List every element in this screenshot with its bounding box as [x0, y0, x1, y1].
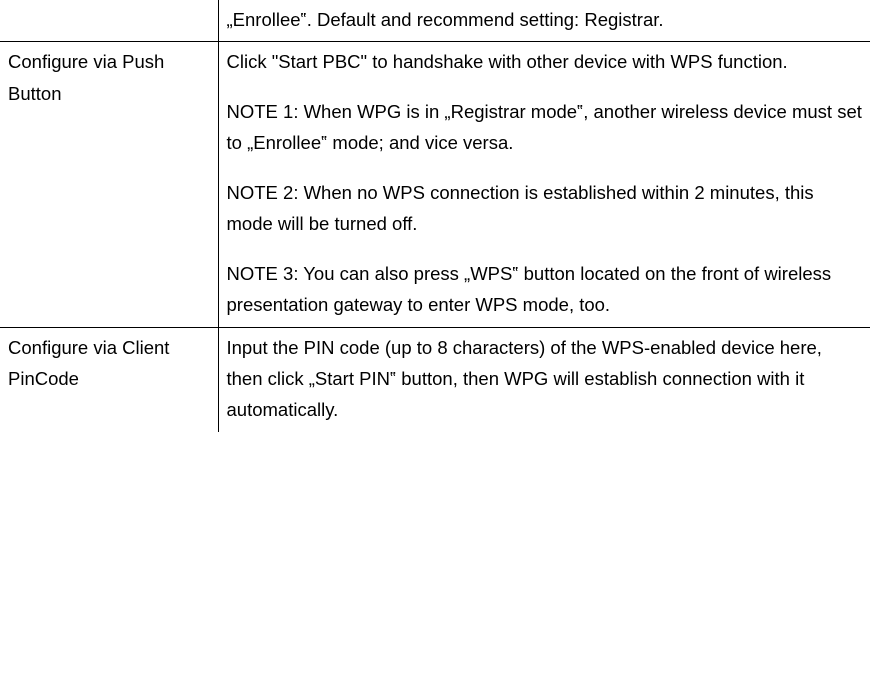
description-paragraph: Input the PIN code (up to 8 characters) …: [227, 332, 863, 426]
table-row: Configure via Push Button Click "Start P…: [0, 42, 870, 327]
table-row: „Enrollee‟. Default and recommend settin…: [0, 0, 870, 42]
setting-name: Configure via Client PinCode: [8, 337, 169, 389]
setting-name-cell: Configure via Client PinCode: [0, 327, 218, 432]
description-paragraph: NOTE 1: When WPG is in „Registrar mode‟,…: [227, 96, 863, 159]
setting-description-cell: „Enrollee‟. Default and recommend settin…: [218, 0, 870, 42]
description-paragraph: NOTE 3: You can also press „WPS‟ button …: [227, 258, 863, 321]
setting-description-cell: Click "Start PBC" to handshake with othe…: [218, 42, 870, 327]
setting-name-cell: Configure via Push Button: [0, 42, 218, 327]
setting-description-cell: Input the PIN code (up to 8 characters) …: [218, 327, 870, 432]
settings-table: „Enrollee‟. Default and recommend settin…: [0, 0, 870, 432]
setting-name: Configure via Push Button: [8, 51, 164, 103]
table-row: Configure via Client PinCode Input the P…: [0, 327, 870, 432]
description-paragraph: NOTE 2: When no WPS connection is establ…: [227, 177, 863, 240]
description-paragraph: Click "Start PBC" to handshake with othe…: [227, 46, 863, 77]
description-paragraph: „Enrollee‟. Default and recommend settin…: [227, 4, 863, 35]
setting-name-cell: [0, 0, 218, 42]
